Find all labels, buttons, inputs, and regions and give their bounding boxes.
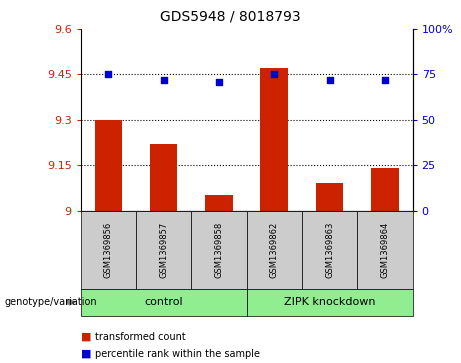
Text: GSM1369864: GSM1369864 xyxy=(380,221,390,278)
Text: GSM1369857: GSM1369857 xyxy=(159,221,168,278)
Point xyxy=(381,77,389,83)
Text: ■: ■ xyxy=(81,349,91,359)
Text: control: control xyxy=(144,297,183,307)
Point xyxy=(271,72,278,77)
Point xyxy=(326,77,333,83)
Point xyxy=(215,79,223,85)
Text: GDS5948 / 8018793: GDS5948 / 8018793 xyxy=(160,9,301,23)
Bar xyxy=(371,168,399,211)
Text: genotype/variation: genotype/variation xyxy=(5,297,97,307)
Text: GSM1369858: GSM1369858 xyxy=(214,221,224,278)
Text: ■: ■ xyxy=(81,332,91,342)
Text: percentile rank within the sample: percentile rank within the sample xyxy=(95,349,260,359)
Text: transformed count: transformed count xyxy=(95,332,185,342)
Text: GSM1369862: GSM1369862 xyxy=(270,221,279,278)
Bar xyxy=(316,183,343,211)
Bar xyxy=(260,68,288,211)
Text: GSM1369856: GSM1369856 xyxy=(104,221,113,278)
Point xyxy=(160,77,167,83)
Bar xyxy=(205,195,233,211)
Text: GSM1369863: GSM1369863 xyxy=(325,221,334,278)
Bar xyxy=(150,144,177,211)
Text: ZIPK knockdown: ZIPK knockdown xyxy=(284,297,375,307)
Bar xyxy=(95,120,122,211)
Point xyxy=(105,72,112,77)
